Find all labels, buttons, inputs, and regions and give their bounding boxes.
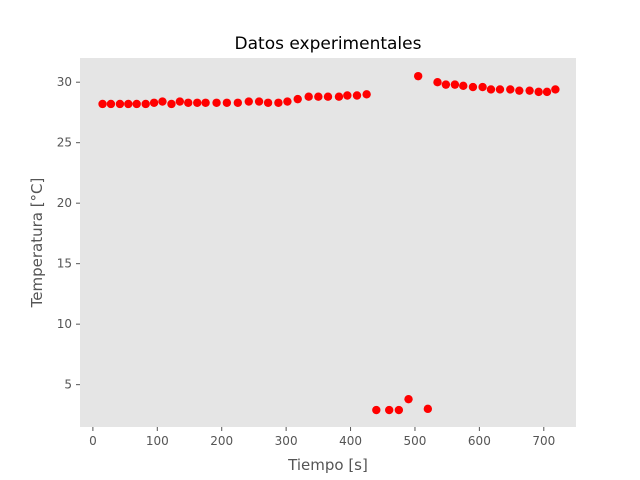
chart-title: Datos experimentales — [235, 34, 422, 54]
data-point — [158, 97, 167, 106]
x-tick-label: 500 — [404, 434, 427, 448]
data-point — [323, 92, 333, 101]
y-tick-label: 30 — [57, 75, 72, 89]
data-point — [106, 99, 116, 109]
data-point — [450, 80, 460, 89]
data-point — [551, 85, 560, 94]
data-point — [495, 85, 505, 94]
data-point — [343, 91, 352, 100]
x-tick-label: 600 — [468, 434, 491, 448]
data-point — [283, 97, 292, 106]
data-point — [193, 98, 202, 107]
axis-ticks: 0 100 200 300 400 500 600 700 5 10 15 20 25 30 — [57, 75, 556, 448]
plot-area — [80, 58, 576, 427]
data-point — [506, 85, 515, 94]
data-point — [233, 98, 243, 107]
data-point — [478, 82, 487, 92]
data-point — [222, 98, 232, 107]
data-point — [167, 99, 176, 109]
data-point — [254, 97, 264, 106]
data-point — [362, 90, 371, 99]
data-point — [304, 92, 313, 101]
data-point — [115, 99, 125, 109]
data-point — [201, 98, 210, 107]
data-point — [149, 98, 159, 107]
y-tick-label: 25 — [57, 136, 72, 150]
data-point — [352, 91, 362, 100]
data-point — [468, 82, 478, 92]
x-tick-label: 0 — [89, 434, 97, 448]
data-point — [184, 98, 193, 107]
data-point — [132, 99, 141, 109]
data-point — [263, 98, 273, 107]
data-points — [98, 71, 560, 415]
data-point — [423, 404, 433, 414]
data-point — [141, 99, 150, 109]
data-point — [542, 87, 552, 97]
x-tick-label: 200 — [210, 434, 233, 448]
x-tick-label: 100 — [146, 434, 169, 448]
data-point — [433, 77, 442, 87]
data-point — [372, 405, 381, 415]
x-axis-label: Tiempo [s] — [287, 456, 368, 474]
y-axis-label: Temperatura [°C] — [28, 178, 46, 309]
data-point — [404, 394, 413, 404]
data-point — [515, 86, 524, 95]
y-tick-label: 20 — [57, 196, 72, 210]
y-tick-label: 15 — [57, 257, 72, 271]
data-point — [175, 97, 185, 106]
data-point — [334, 92, 344, 101]
data-point — [394, 405, 404, 415]
data-point — [384, 405, 394, 415]
data-point — [98, 99, 107, 109]
y-tick-label: 5 — [64, 378, 72, 392]
y-tick-label: 10 — [57, 317, 72, 331]
data-point — [441, 80, 451, 89]
data-point — [244, 97, 253, 106]
data-point — [274, 98, 283, 107]
data-point — [314, 92, 323, 101]
x-tick-label: 300 — [275, 434, 298, 448]
x-tick-label: 700 — [532, 434, 555, 448]
data-point — [293, 94, 302, 104]
data-point — [486, 85, 496, 94]
data-point — [212, 98, 221, 107]
data-point — [124, 99, 133, 109]
data-point — [525, 86, 534, 95]
data-point — [534, 87, 543, 97]
data-point — [413, 71, 423, 81]
data-point — [459, 81, 468, 91]
x-tick-label: 400 — [339, 434, 362, 448]
